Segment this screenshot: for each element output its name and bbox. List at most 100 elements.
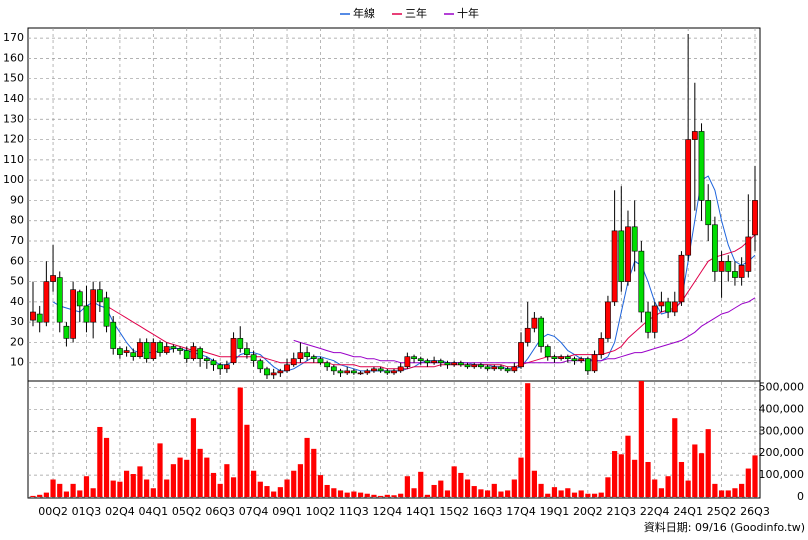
candle-body — [117, 348, 123, 355]
volume-bar — [545, 493, 551, 497]
volume-bar — [337, 490, 344, 497]
volume-bar — [371, 494, 377, 497]
candle-body — [437, 360, 444, 364]
volume-bar — [83, 476, 90, 497]
candle-body — [50, 275, 56, 282]
candle-body — [558, 356, 565, 359]
candle-body — [504, 368, 511, 372]
volume-bar — [184, 459, 190, 497]
volume-bar — [197, 448, 203, 497]
legend-label: 十年 — [457, 6, 479, 20]
x-tick-label: 22Q4 — [640, 505, 670, 518]
candle-body — [665, 301, 671, 313]
y-tick-label: 170 — [3, 31, 24, 44]
volume-bar — [251, 470, 257, 497]
candle-body — [56, 277, 63, 323]
candle-body — [237, 338, 244, 349]
candle-body — [518, 342, 524, 368]
source: 資料日期: 09/16 (Goodinfo.tw) — [644, 520, 805, 534]
volume-bar — [224, 464, 230, 497]
candle-body — [384, 370, 391, 374]
volume-bar — [444, 490, 451, 497]
volume-bar — [411, 488, 417, 497]
volume-bar — [217, 483, 223, 497]
volume-bar — [451, 466, 457, 497]
volume-bar — [418, 471, 424, 497]
candle-body — [444, 362, 451, 366]
candle-body — [103, 297, 110, 327]
candle-body — [571, 358, 578, 362]
candle-body — [257, 360, 264, 370]
volume-bar — [317, 475, 324, 497]
volume-bar — [685, 480, 691, 497]
candle-body — [304, 352, 310, 357]
candle-body — [310, 356, 317, 359]
candle-body — [210, 360, 217, 366]
candle-body — [203, 358, 210, 362]
volume-bar — [591, 493, 598, 497]
candle-body — [190, 346, 197, 359]
candle-body — [538, 317, 544, 347]
candle-body — [564, 356, 571, 359]
volume-bar — [170, 464, 176, 497]
volume-bar — [712, 483, 718, 497]
volume-bar — [424, 494, 431, 497]
candle-body — [330, 366, 337, 372]
volume-bar — [404, 476, 410, 497]
volume-bar — [598, 492, 604, 497]
candle-body — [284, 364, 290, 372]
volume-bar — [130, 474, 136, 497]
y2-tick-label: 500,000 — [759, 381, 805, 394]
volume-bar — [484, 490, 491, 497]
candle-body — [752, 200, 758, 236]
candle-body — [611, 230, 618, 303]
volume-bar — [364, 493, 370, 497]
volume-bar — [698, 453, 705, 497]
volume-bar — [123, 470, 130, 497]
volume-bar — [90, 488, 96, 497]
candle-body — [223, 364, 230, 370]
volume-bar — [237, 387, 243, 497]
y-tick-label: 100 — [3, 173, 24, 186]
volume-bar — [498, 491, 504, 497]
candle-body — [478, 364, 484, 368]
volume-bar — [605, 477, 611, 497]
candle-body — [578, 358, 585, 362]
volume-bar — [491, 483, 497, 497]
y2-tick-label: 300,000 — [759, 424, 805, 437]
candle-body — [738, 265, 745, 278]
volume-bar — [471, 486, 477, 497]
candle-body — [484, 366, 491, 370]
candle-body — [350, 370, 357, 374]
candle-body — [30, 311, 36, 321]
candle-body — [137, 342, 143, 357]
candle-body — [658, 301, 665, 307]
candle-body — [671, 301, 678, 313]
candle-body — [598, 338, 605, 355]
candle-body — [377, 368, 384, 372]
candle-body — [645, 311, 651, 333]
volume-bar — [304, 437, 310, 497]
x-tick-label: 02Q4 — [105, 505, 135, 518]
volume-bar — [718, 490, 725, 497]
legend-label: 年線 — [353, 6, 375, 20]
volume-bar — [578, 490, 584, 497]
candle-body — [725, 260, 732, 272]
volume-bar — [144, 479, 150, 497]
volume-bar — [558, 490, 564, 497]
candle-body — [110, 321, 117, 349]
ma-line — [293, 297, 756, 364]
volume-bar — [164, 479, 170, 497]
candle-body — [651, 305, 658, 333]
candle-body — [197, 348, 204, 359]
volume-bar — [618, 454, 624, 497]
candle-body — [250, 354, 257, 362]
volume-bar — [565, 488, 571, 497]
candle-body — [625, 226, 631, 282]
candle-body — [732, 271, 738, 278]
volume-bar — [739, 483, 745, 497]
candle-body — [177, 348, 183, 351]
candle-body — [344, 370, 351, 374]
x-tick-label: 17Q4 — [506, 505, 536, 518]
y2-tick-label: 100,000 — [759, 468, 805, 481]
